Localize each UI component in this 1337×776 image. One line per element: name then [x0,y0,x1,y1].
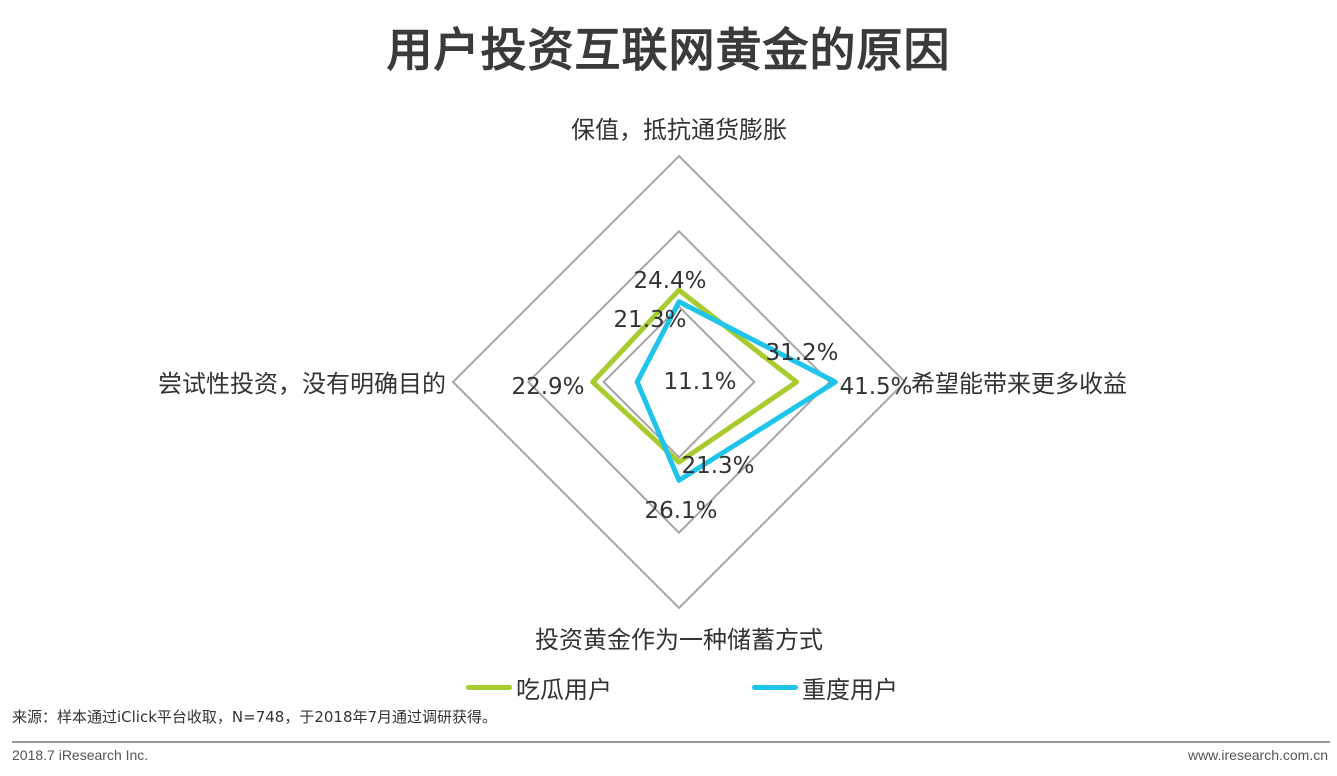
legend-swatch [752,685,798,690]
series-line-1 [634,299,838,483]
axis-label-bottom: 投资黄金作为一种储蓄方式 [535,626,823,654]
footer-divider [12,741,1330,743]
value-label-s1-top: 21.3% [613,307,686,333]
footer-copyright: 2018.7 iResearch Inc. [12,747,149,763]
legend-label: 吃瓜用户 [516,676,612,704]
value-label-s0-left: 22.9% [511,374,584,400]
value-label-s0-right: 31.2% [765,340,838,366]
value-label-s1-left: 11.1% [663,369,736,395]
legend-item-series-1: 重度用户 [752,670,898,705]
footer-url: www.iresearch.com.cn [1187,747,1328,763]
axis-label-right: 希望能带来更多收益 [911,370,1127,398]
legend-label: 重度用户 [802,676,898,704]
page-title: 用户投资互联网黄金的原因 [386,23,951,77]
value-label-s0-top: 24.4% [633,268,706,294]
value-label-s1-bottom: 26.1% [644,498,717,524]
axis-label-top: 保值，抵抗通货膨胀 [571,116,787,144]
radar-axis-labels: 保值，抵抗通货膨胀 希望能带来更多收益 投资黄金作为一种储蓄方式 尝试性投资，没… [158,116,1127,654]
value-label-s0-bottom: 21.3% [681,453,754,479]
grid-ring-0 [602,305,756,459]
radar-grid [451,154,907,610]
grid-ring-2 [451,154,907,610]
chart-legend: 吃瓜用户 重度用户 [0,670,1337,705]
axis-label-left: 尝试性投资，没有明确目的 [158,370,446,398]
grid-ring-1 [526,229,832,535]
source-note: 来源：样本通过iClick平台收取，N=748，于2018年7月通过调研获得。 [12,708,498,726]
radar-series [590,287,838,483]
legend-item-series-0: 吃瓜用户 [466,670,612,705]
series-line-0 [590,287,800,465]
legend-swatch [466,685,512,690]
value-label-s1-right: 41.5% [839,374,912,400]
radar-value-labels: 24.4% 31.2% 21.3% 22.9% 21.3% 41.5% 26.1… [511,268,912,524]
